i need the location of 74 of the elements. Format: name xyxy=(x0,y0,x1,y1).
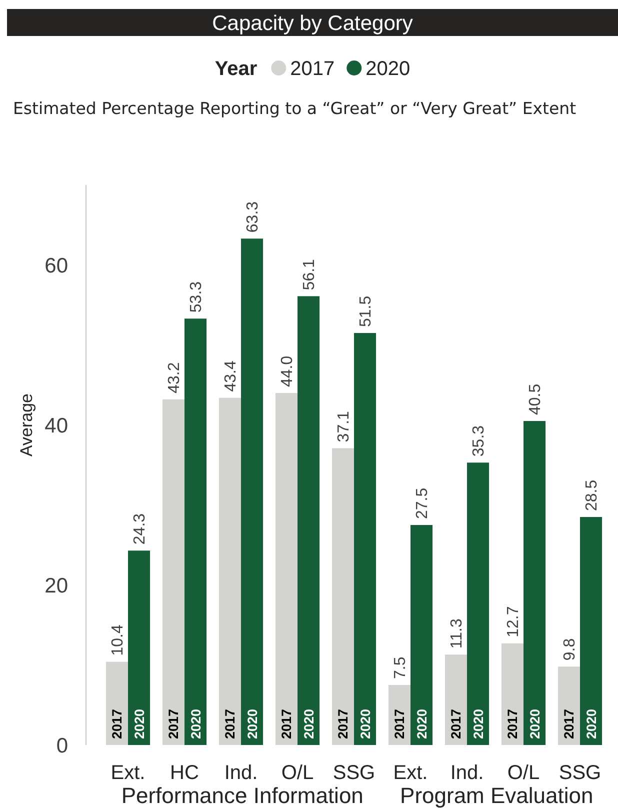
text: 2017 xyxy=(279,708,294,739)
data-label: 11.3 xyxy=(448,618,466,649)
text: 2020 xyxy=(188,708,204,739)
data-label: 7.5 xyxy=(392,656,410,679)
x-tick-label: Ind. xyxy=(224,762,258,784)
bar xyxy=(501,643,524,745)
bar xyxy=(241,238,264,745)
bar xyxy=(467,462,490,745)
y-tick-label: 0 xyxy=(56,734,68,758)
x-tick-label: HC xyxy=(170,762,199,784)
data-label: 53.3 xyxy=(188,281,206,313)
bar xyxy=(332,448,354,745)
text: Program Evaluation xyxy=(400,783,594,808)
y-tick-label: 60 xyxy=(44,254,68,278)
bar xyxy=(298,296,320,745)
y-tick-label: 40 xyxy=(44,414,68,438)
y-axis-title: Average xyxy=(16,393,36,457)
bar xyxy=(444,654,467,745)
bar xyxy=(354,333,376,745)
text: 2020 xyxy=(244,708,260,739)
text: 2017 xyxy=(166,708,182,739)
bar xyxy=(106,662,128,745)
text: 2017 xyxy=(562,708,577,739)
text: 2017 xyxy=(448,708,464,739)
x-tick-label: Ext. xyxy=(110,762,146,784)
x-tick-label: SSG xyxy=(558,762,602,784)
data-label: 51.5 xyxy=(358,296,375,327)
bar xyxy=(580,517,602,745)
bar xyxy=(558,666,580,745)
bar xyxy=(162,399,184,745)
legend-label: 2017 xyxy=(290,58,335,80)
data-label: 24.3 xyxy=(132,513,149,545)
text: 2020 xyxy=(132,708,147,739)
data-label: 27.5 xyxy=(414,488,432,519)
text: 2017 xyxy=(505,708,520,739)
text: 2017 xyxy=(392,708,408,739)
x-tick-label: Ind. xyxy=(450,762,484,784)
x-tick-label: O/L xyxy=(507,762,540,784)
y-tick-label: 20 xyxy=(44,574,68,598)
text: 2017 xyxy=(222,708,238,739)
text: 2020 xyxy=(414,708,430,739)
bar xyxy=(524,421,546,745)
bar xyxy=(275,393,298,745)
data-label: 28.5 xyxy=(584,480,601,511)
data-label: 35.3 xyxy=(470,425,488,457)
data-label: 63.3 xyxy=(244,201,262,233)
chart-title: Capacity by Category xyxy=(212,12,414,35)
text: 2020 xyxy=(527,708,542,739)
text: 2020 xyxy=(358,708,373,739)
data-label: 12.7 xyxy=(505,606,522,638)
bar xyxy=(410,525,433,745)
data-label: 10.4 xyxy=(110,624,127,656)
bar xyxy=(218,398,241,745)
data-label: 9.8 xyxy=(562,638,579,661)
chart-subtitle: Estimated Percentage Reporting to a “Great” or “Very Great” Extent xyxy=(13,99,577,118)
data-label: 43.2 xyxy=(166,362,184,394)
text: 2020 xyxy=(584,708,599,739)
legend-title: Year xyxy=(214,58,258,80)
x-tick-label: Ext. xyxy=(393,762,428,784)
bar xyxy=(128,550,150,745)
text: 2020 xyxy=(470,708,486,739)
data-label: 44.0 xyxy=(279,356,296,387)
data-label: 40.5 xyxy=(527,384,544,415)
text: 2020 xyxy=(301,708,316,739)
data-label: 43.4 xyxy=(222,360,240,392)
text: 2017 xyxy=(110,708,125,739)
data-label: 56.1 xyxy=(301,258,318,290)
x-tick-label: SSG xyxy=(332,762,376,784)
bar xyxy=(184,318,207,745)
text: 2017 xyxy=(336,708,351,739)
x-tick-label: O/L xyxy=(281,762,314,784)
legend-label: 2020 xyxy=(366,58,410,80)
data-label: 37.1 xyxy=(336,410,353,442)
text: Performance Information xyxy=(121,783,364,808)
